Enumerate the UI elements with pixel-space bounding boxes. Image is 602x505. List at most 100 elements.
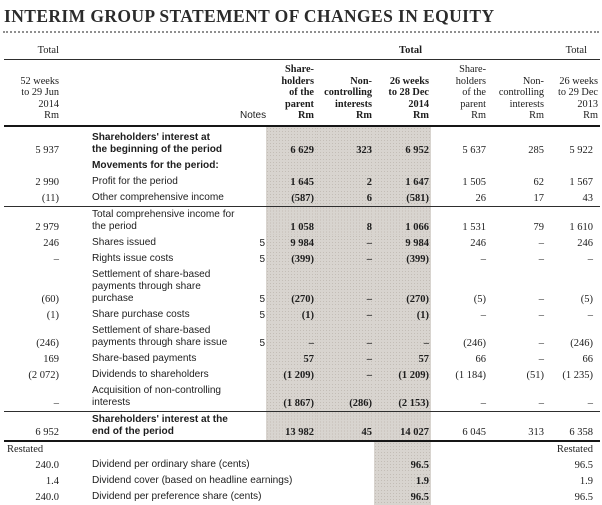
equity-table: Total Total Total 52 weeks to 29 Jun 2014 R… xyxy=(4,43,600,505)
cell-value: (11) xyxy=(4,189,61,207)
note-ref xyxy=(240,158,266,174)
cell-value: (1) xyxy=(46,309,59,321)
table-row: – Rights issue costs 5 (399) – (399) – – – xyxy=(4,250,600,267)
table-row: 169 Share-based payments 57–57 66–66 xyxy=(4,350,600,367)
cell-value: 57 xyxy=(374,350,431,367)
cell-value: 169 xyxy=(43,353,59,365)
cell-value xyxy=(316,157,374,174)
row-label: Profit for the period xyxy=(92,175,178,187)
cell-value: 9 984 xyxy=(266,234,316,251)
spacer-cell xyxy=(374,440,431,457)
total-header: Total xyxy=(4,43,61,60)
row-label: Settlement of share-based payments throu… xyxy=(92,268,211,304)
column-header-row: 52 weeks to 29 Jun 2014 Rm Notes Share- ho… xyxy=(4,59,600,127)
note-ref: 5 xyxy=(259,337,265,349)
column-header: Non- controlling interests Rm xyxy=(488,59,546,127)
spacer-cell xyxy=(61,441,374,457)
cell-value: 5 937 xyxy=(35,144,59,156)
cell-value: 6 952 xyxy=(374,125,431,158)
spacer-cell xyxy=(266,43,316,60)
cell-value: (2 072) xyxy=(28,369,59,381)
cell-value: – xyxy=(316,322,374,351)
table-row: 240.0 Dividend per preference share (cent… xyxy=(4,488,600,505)
page-title: INTERIM GROUP STATEMENT OF CHANGES IN EQ… xyxy=(4,6,495,26)
row-label: Share purchase costs xyxy=(92,308,190,320)
cell-value: 17 xyxy=(488,189,546,207)
cell-value: 6 629 xyxy=(266,125,316,158)
cell-value: (1 184) xyxy=(455,369,486,381)
cell-value: 96.5 xyxy=(374,488,431,505)
note-ref xyxy=(240,367,266,383)
cell-value: 13 982 xyxy=(266,411,316,442)
spacer-cell xyxy=(431,441,488,457)
cell-value xyxy=(266,157,316,174)
cell-value xyxy=(431,158,488,174)
row-label: Shareholders' interest at the beginning … xyxy=(92,131,223,155)
cell-value: (5) xyxy=(580,293,593,305)
cell-value: – xyxy=(266,322,316,351)
row-label: Shares issued xyxy=(92,236,156,248)
row-label: Other comprehensive income xyxy=(61,189,240,207)
cell-value: 5 637 xyxy=(462,144,486,156)
restated-right-label: Restated xyxy=(556,443,593,455)
total-header: Total xyxy=(546,43,600,60)
note-ref xyxy=(240,351,266,367)
note-ref: 5 xyxy=(259,293,265,305)
cell-value: (2 153) xyxy=(374,382,431,412)
table-row: 6 952 Shareholders' interest at the end o… xyxy=(4,411,600,442)
table-row: 246 Shares issued 5 9 984–9 984 246–246 xyxy=(4,234,600,251)
cell-value: – xyxy=(316,266,374,307)
row-label: Share-based payments xyxy=(92,352,197,364)
cell-value: (1 235) xyxy=(562,369,593,381)
cell-value: 285 xyxy=(528,144,544,156)
cell-value: – xyxy=(587,253,593,265)
column-header: 52 weeks to 29 Jun 2014 Rm xyxy=(4,59,61,127)
row-label: Dividends to shareholders xyxy=(92,368,209,380)
cell-value: – xyxy=(316,350,374,367)
spacer-cell xyxy=(316,43,374,60)
cell-value: – xyxy=(480,309,486,321)
cell-value: – xyxy=(587,309,593,321)
note-ref xyxy=(240,174,266,190)
note-ref: 5 xyxy=(259,237,265,249)
column-header: Share- holders of the parent Rm xyxy=(431,59,488,127)
cell-value: – xyxy=(538,309,544,321)
spacer-cell xyxy=(240,43,266,60)
cell-value: – xyxy=(316,234,374,251)
cell-value: – xyxy=(53,253,59,265)
cell-value: – xyxy=(488,382,546,412)
cell-value: (286) xyxy=(316,382,374,412)
cell-value: – xyxy=(480,253,486,265)
row-label: Settlement of share-based payments throu… xyxy=(92,324,228,348)
cell-value: (1) xyxy=(374,306,431,323)
cell-value: – xyxy=(316,250,374,267)
cell-value: 96.5 xyxy=(574,491,593,503)
note-ref: 5 xyxy=(259,309,265,321)
column-header xyxy=(61,59,240,127)
cell-value: (1 209) xyxy=(374,366,431,383)
cell-value: 6 358 xyxy=(546,411,600,442)
cell-value: – xyxy=(538,337,544,349)
cell-value: 96.5 xyxy=(574,459,593,471)
total-header: Total xyxy=(374,43,431,60)
spacer-cell xyxy=(431,489,488,505)
cell-value: 14 027 xyxy=(374,411,431,442)
cell-value: 66 xyxy=(582,353,594,365)
cell-value: 2 990 xyxy=(35,176,59,188)
cell-value: 6 045 xyxy=(431,411,488,442)
spacer-cell xyxy=(488,441,546,457)
cell-value: (1 209) xyxy=(266,366,316,383)
cell-value: 8 xyxy=(316,206,374,235)
cell-value: (246) xyxy=(463,337,486,349)
table-row: 240.0 Dividend per ordinary share (cents)… xyxy=(4,456,600,473)
table-row: 2 979 Total comprehensive income for the … xyxy=(4,206,600,235)
spacer-cell xyxy=(431,457,488,473)
note-ref xyxy=(240,206,266,235)
spacer-cell xyxy=(488,457,546,473)
table-body-main: 5 937 Shareholders' interest at the begin… xyxy=(4,125,600,442)
table-row: (1) Share purchase costs 5 (1) – (1) – – – xyxy=(4,306,600,323)
cell-value: 323 xyxy=(316,125,374,158)
cell-value: 6 952 xyxy=(4,411,61,442)
row-label: Movements for the period: xyxy=(92,159,219,171)
totals-row: Total Total Total xyxy=(4,43,600,60)
